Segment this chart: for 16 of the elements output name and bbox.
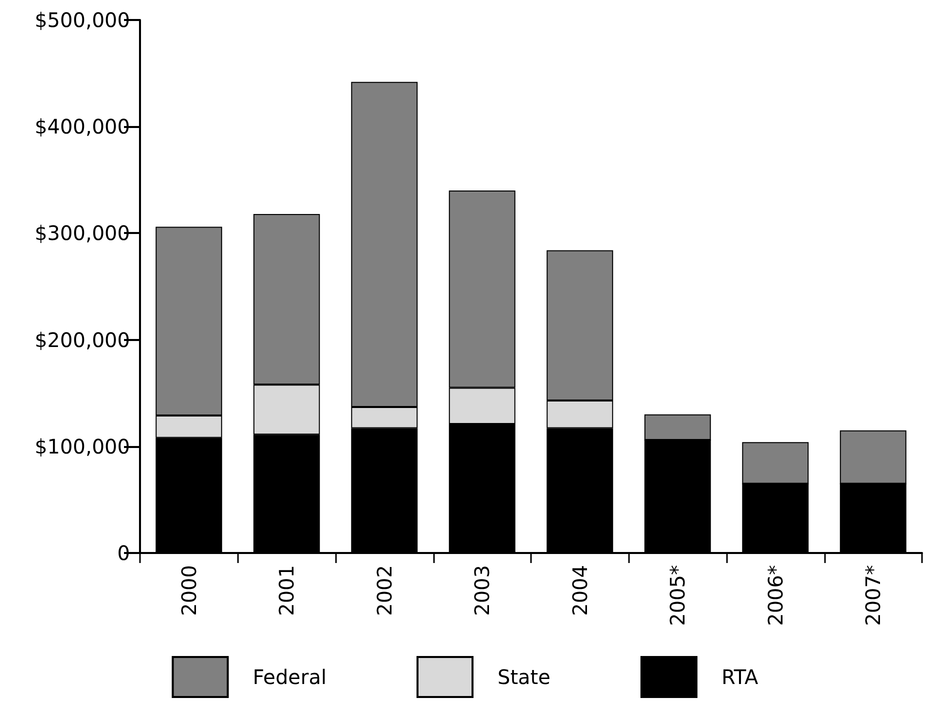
x-tick-label: 2004: [568, 565, 592, 616]
legend-label: Federal: [252, 665, 327, 689]
x-tick-label: 2005*: [666, 565, 690, 626]
x-tick-label: 2002: [372, 565, 396, 616]
x-tick-label: 2000: [176, 565, 201, 616]
legend-label: RTA: [721, 665, 759, 689]
x-tick-label: 2001: [274, 565, 299, 616]
x-tick-label: 2007*: [861, 565, 886, 626]
x-tick-label: 2003: [470, 565, 494, 616]
x-tick-label: 2006*: [763, 565, 788, 626]
y-tick-label: $500,000: [34, 8, 130, 32]
y-tick-label: $100,000: [34, 434, 130, 458]
legend-label: State: [498, 665, 550, 689]
y-tick-label: $300,000: [34, 221, 130, 246]
y-tick-label: $200,000: [34, 328, 130, 352]
y-tick-label: $400,000: [34, 114, 130, 139]
